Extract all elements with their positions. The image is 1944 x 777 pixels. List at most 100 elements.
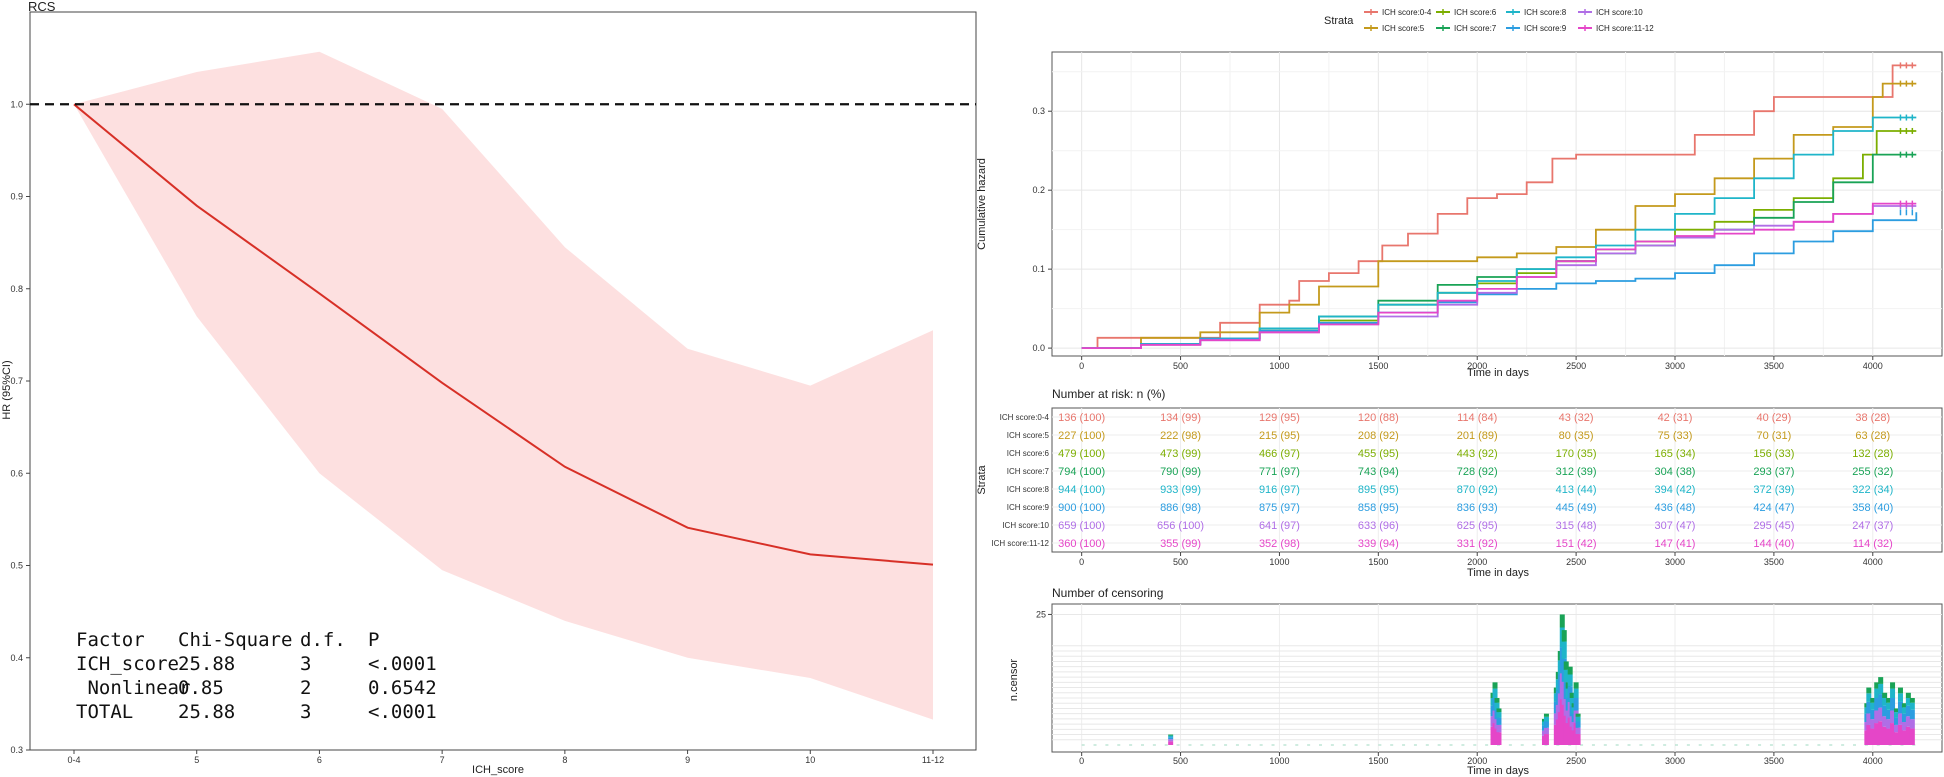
cumhaz-line [1081, 82, 1917, 349]
rcs-x-tick-label: 10 [805, 755, 815, 765]
risk-cell: 473 (99) [1160, 448, 1201, 460]
legend-entry-label: ICH score:5 [1382, 24, 1425, 33]
risk-cell: 114 (32) [1853, 538, 1893, 550]
censoring-bar [1886, 702, 1892, 710]
risk-cell: 394 (42) [1655, 484, 1696, 496]
risk-cell: 641 (97) [1259, 520, 1300, 532]
risk-cell: 659 (100) [1058, 520, 1105, 532]
censoring-bar [1575, 713, 1581, 717]
censoring-bar [1567, 666, 1573, 675]
risk-x-tick-label: 2500 [1566, 557, 1586, 567]
censoring-bar [1559, 614, 1565, 628]
risk-cell: 120 (88) [1358, 412, 1399, 424]
censoring-bar [1905, 698, 1911, 706]
anova-header-cell: P [368, 629, 379, 651]
anova-cell: 0.85 [178, 677, 224, 699]
censoring-bar [1866, 687, 1872, 694]
censoring-bar [1890, 688, 1896, 698]
risk-cell: 466 (97) [1259, 448, 1300, 460]
risk-cell: 875 (97) [1259, 502, 1300, 514]
censoring-bar [1901, 722, 1907, 731]
risk-cell: 895 (95) [1358, 484, 1399, 496]
risk-cell: 743 (94) [1358, 466, 1399, 478]
censoring-bar [1543, 716, 1549, 722]
risk-cell: 771 (97) [1259, 466, 1300, 478]
cumhaz-x-tick-label: 4000 [1863, 361, 1883, 371]
risk-cell: 479 (100) [1058, 448, 1105, 460]
cumhaz-grid [1052, 52, 1942, 356]
risk-row-label: ICH score:0-4 [1000, 413, 1050, 422]
anova-cell: 3 [300, 653, 311, 675]
censoring-bar [1575, 721, 1581, 728]
censoring-bar [1897, 724, 1903, 745]
rcs-ci-band [74, 51, 933, 720]
risk-cell: 728 (92) [1457, 466, 1498, 478]
risk-row-label: ICH score:10 [1002, 521, 1049, 530]
censoring-bar [1886, 719, 1892, 729]
censoring-bar [1890, 682, 1896, 689]
censoring-bar [1901, 730, 1907, 745]
legend-entry-label: ICH score:7 [1454, 24, 1497, 33]
censoring-y-tick-label: 25 [1036, 609, 1046, 619]
risk-cell: 134 (99) [1160, 412, 1201, 424]
censoring-bar [1874, 682, 1880, 689]
risk-cell: 208 (92) [1358, 430, 1399, 442]
anova-cell: 3 [300, 701, 311, 723]
rcs-y-axis: 0.3 0.4 0.5 0.6 0.7 0.8 0.9 1.0 [10, 99, 30, 755]
censoring-bar [1886, 728, 1892, 745]
censoring-bar [1496, 717, 1502, 725]
censoring-bar [1561, 630, 1567, 642]
censoring-bar [1909, 719, 1915, 729]
censoring-x-tick-label: 3000 [1665, 756, 1685, 766]
censoring-bar [1870, 728, 1876, 745]
risk-cell: 170 (35) [1556, 448, 1597, 460]
censoring-bar [1575, 734, 1581, 745]
risk-cell: 132 (28) [1852, 448, 1893, 460]
risk-x-tick-label: 0 [1079, 557, 1084, 567]
anova-header-cell: d.f. [300, 629, 346, 651]
risk-cell: 293 (37) [1753, 466, 1794, 478]
censoring-bar [1866, 724, 1872, 745]
censoring-bar [1909, 709, 1915, 720]
censoring-bar [1543, 727, 1549, 735]
censoring-bar [1909, 698, 1915, 703]
rcs-x-tick-label: 9 [685, 755, 690, 765]
risk-cell: 80 (35) [1559, 430, 1594, 442]
cumhaz-x-tick-label: 500 [1173, 361, 1188, 371]
rcs-y-axis-label: HR (95%CI) [1, 360, 13, 419]
cumhaz-y-axis: 0.0 0.1 0.2 0.3 [1032, 106, 1052, 353]
cumhaz-x-tick-label: 3500 [1764, 361, 1784, 371]
anova-cell: <.0001 [368, 653, 437, 675]
rcs-title: RCS [28, 0, 56, 14]
censoring-bar [1492, 682, 1498, 689]
censoring-bar [1894, 732, 1900, 745]
risk-cell: 151 (42) [1556, 538, 1597, 550]
censoring-x-tick-label: 500 [1173, 756, 1188, 766]
risk-row-label: ICH score:11-12 [991, 539, 1049, 548]
censoring-x-tick-label: 2500 [1566, 756, 1586, 766]
risk-cell: 144 (40) [1753, 538, 1794, 550]
rcs-x-axis: 0-4 5 6 7 8 9 10 11-12 [67, 750, 944, 765]
censoring-bar [1870, 719, 1876, 729]
rcs-y-tick-label: 0.7 [10, 376, 23, 386]
censoring-bar [1543, 734, 1549, 745]
rcs-x-tick-label: 6 [317, 755, 322, 765]
legend-title: Strata [1324, 15, 1354, 27]
risk-row-label: ICH score:5 [1007, 431, 1050, 440]
risk-cell: 933 (99) [1160, 484, 1201, 496]
risk-cell: 129 (95) [1259, 412, 1300, 424]
cumhaz-line [1081, 212, 1918, 349]
risk-cell: 656 (100) [1157, 520, 1204, 532]
anova-cell: 2 [300, 677, 311, 699]
censoring-bar [1569, 692, 1575, 698]
risk-table-rows: ICH score:0-4 136 (100) 134 (99) 129 (95) 12… [991, 412, 1893, 550]
censoring-bar [1886, 698, 1892, 703]
risk-cell: 331 (92) [1457, 538, 1498, 550]
censoring-bar [1168, 737, 1174, 740]
censoring-bar [1894, 724, 1900, 733]
rcs-x-axis-label: ICH_score [472, 764, 524, 776]
censoring-bar [1496, 732, 1502, 745]
legend-entry-label: ICH score:8 [1524, 8, 1567, 17]
